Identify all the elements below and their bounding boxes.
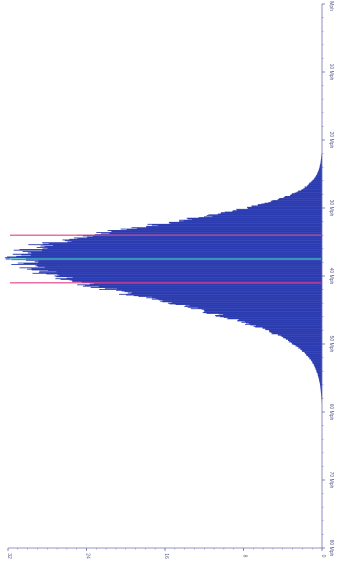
y-tick-label: 0 (320, 555, 326, 558)
x-tick-label: 50 Mph (328, 336, 334, 353)
y-tick-label: 24 (85, 553, 91, 559)
x-tick-label: 0 Mph (328, 0, 334, 11)
reference-lines (10, 234, 321, 284)
histogram-bars (4, 153, 322, 403)
y-axis-ticks: 0 8 16 24 32 (6, 548, 326, 559)
y-tick-label: 32 (6, 553, 12, 559)
x-tick-label: 60 Mph (328, 404, 334, 421)
x-tick-label: 80 Mph (328, 540, 334, 557)
y-tick-label: 8 (242, 555, 248, 558)
x-tick-label: 70 Mph (328, 472, 334, 489)
x-tick-label: 40 Mph (328, 268, 334, 285)
x-axis-ticks: 0 Mph 10 Mph 20 Mph 30 Mph 40 Mph 50 Mph 60 Mp… (322, 0, 334, 557)
x-tick-label: 10 Mph (328, 64, 334, 81)
x-tick-label: 30 Mph (328, 200, 334, 217)
y-tick-label: 16 (163, 553, 169, 559)
x-tick-label: 20 Mph (328, 132, 334, 149)
